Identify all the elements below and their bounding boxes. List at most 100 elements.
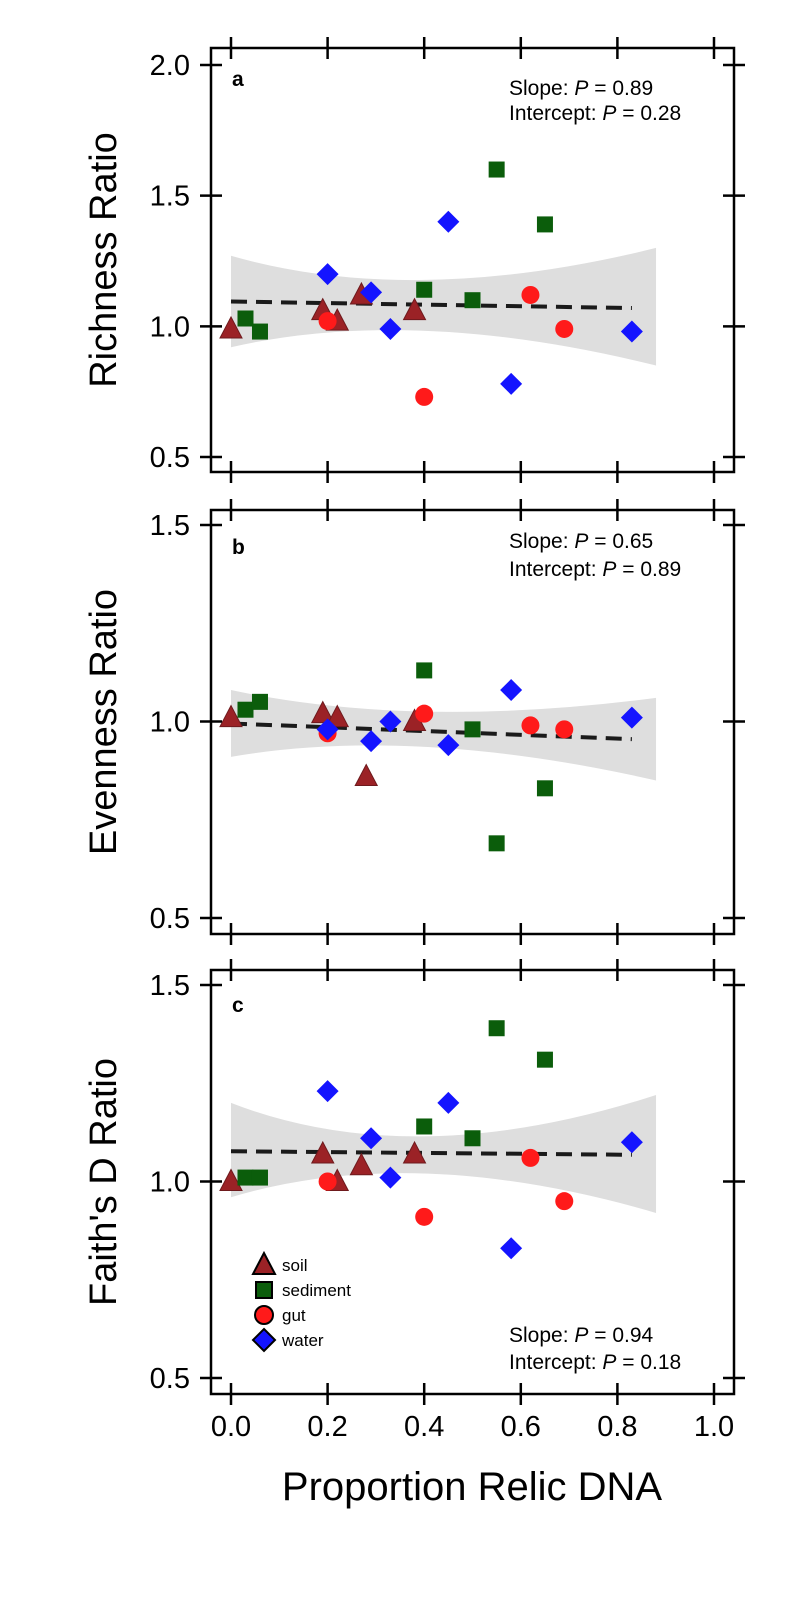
sediment-point [536, 780, 553, 797]
x-tick-labels: 0.0 0.2 0.4 0.6 0.8 1.0 [211, 1411, 734, 1443]
panel-b-confidence-band [231, 690, 657, 781]
panel-b-ylabel: Evenness Ratio [83, 589, 125, 855]
gut-point [555, 720, 574, 739]
panel-a-points [219, 161, 643, 406]
panel-a-intercept-stat: Intercept: P = 0.28 [509, 102, 681, 125]
panel-a-regression-line [230, 299, 632, 311]
sediment-point [536, 1051, 553, 1068]
water-point [379, 317, 402, 340]
soil-point [219, 704, 243, 728]
water-point [620, 1131, 643, 1154]
sediment-point [464, 292, 481, 309]
y-tick-label: 1.5 [150, 970, 190, 1002]
sediment-point [416, 662, 433, 679]
gut-point [555, 319, 574, 338]
y-tick-label: 2.0 [150, 50, 190, 82]
water-point [316, 1080, 339, 1103]
panel-b-intercept-stat: Intercept: P = 0.89 [509, 558, 681, 581]
water-point [500, 679, 523, 702]
soil-point [402, 1140, 427, 1164]
gut-point [415, 387, 434, 406]
panel-a: 0.5 1.0 1.5 2.0 a Slope: P = 0.89 Intercept… [83, 37, 745, 483]
panel-b-slope-stat: Slope: P = 0.65 [509, 530, 653, 553]
panel-a-ticks: 0.5 1.0 1.5 2.0 [150, 37, 745, 483]
water-point [379, 1166, 402, 1189]
panel-c-regression-line [230, 1149, 632, 1157]
soil-point [325, 704, 350, 728]
water-point [620, 706, 643, 729]
soil-point [219, 1168, 243, 1191]
gut-point [318, 312, 337, 331]
panel-a-label: a [232, 68, 244, 91]
legend-label-gut: gut [282, 1306, 306, 1325]
legend-soil-triangle-icon [251, 1250, 277, 1275]
water-point [316, 718, 339, 741]
sediment-point [488, 835, 505, 852]
soil-point [354, 763, 379, 787]
y-tick-label: 1.0 [150, 311, 190, 343]
x-tick-label: 0.4 [404, 1411, 444, 1443]
panel-b-label: b [232, 536, 245, 559]
water-point [379, 710, 402, 733]
y-tick-label: 1.5 [150, 181, 190, 213]
legend-gut-circle-icon [254, 1305, 274, 1325]
soil-point [402, 297, 427, 321]
panel-b-points [219, 662, 643, 852]
legend-label-sediment: sediment [282, 1281, 351, 1300]
panel-c-label: c [232, 994, 244, 1017]
sediment-point [464, 1130, 481, 1147]
gut-point [415, 1207, 434, 1226]
panel-b-ticks: 0.5 1.0 1.5 [150, 499, 745, 945]
panel-c-slope-stat: Slope: P = 0.94 [509, 1324, 654, 1347]
legend-label-water: water [281, 1331, 324, 1350]
panel-b-ci-band [231, 690, 657, 781]
x-tick-label: 1.0 [694, 1411, 734, 1443]
x-tick-label: 0.2 [307, 1411, 347, 1443]
panel-c-ticks: 0.5 1.0 1.5 [150, 959, 745, 1405]
legend-water-diamond-icon [251, 1327, 277, 1353]
soil-point [310, 1140, 335, 1164]
y-tick-label: 1.0 [150, 707, 190, 739]
water-point [360, 281, 383, 304]
panel-c-points [219, 1020, 643, 1260]
legend: soil sediment gut water [251, 1250, 351, 1353]
sediment-point [251, 323, 268, 340]
sediment-point [416, 1118, 433, 1135]
gut-point [415, 704, 434, 723]
gut-point [521, 1148, 540, 1167]
water-point [620, 320, 643, 343]
panel-c-intercept-stat: Intercept: P = 0.18 [509, 1351, 681, 1374]
x-tick-label: 0.6 [501, 1411, 541, 1443]
y-tick-label: 0.5 [150, 903, 190, 935]
gut-point [555, 1192, 574, 1211]
panel-c-fit-line [230, 1149, 632, 1157]
panel-c: 0.5 1.0 1.5 c Slope: P = 0.94 Intercept: P… [83, 959, 745, 1405]
water-point [437, 1091, 460, 1114]
x-tick-label: 0.8 [597, 1411, 637, 1443]
panel-c-ylabel: Faith's D Ratio [83, 1058, 125, 1306]
panel-b: 0.5 1.0 1.5 b Slope: P = 0.65 Intercept: P… [83, 499, 745, 945]
y-tick-label: 0.5 [150, 442, 190, 474]
soil-point [310, 700, 335, 724]
water-point [360, 1127, 383, 1150]
water-point [360, 730, 383, 753]
water-point [437, 734, 460, 757]
water-point [500, 372, 523, 395]
sediment-point [536, 216, 553, 233]
water-point [437, 210, 460, 233]
panel-a-frame [209, 46, 736, 474]
legend-sediment-square-icon [255, 1281, 273, 1299]
panel-a-ylabel: Richness Ratio [83, 132, 125, 388]
y-tick-label: 1.0 [150, 1167, 190, 1199]
sediment-point [488, 1020, 505, 1037]
sediment-point [251, 693, 268, 710]
sediment-point [416, 281, 433, 298]
x-axis-label: Proportion Relic DNA [282, 1465, 662, 1509]
water-point [500, 1237, 523, 1260]
gut-point [521, 716, 540, 735]
sediment-point [488, 161, 505, 178]
sediment-point [237, 701, 254, 718]
x-tick-label: 0.0 [211, 1411, 251, 1443]
sediment-point [237, 1169, 254, 1186]
panel-a-fit-line [230, 299, 632, 311]
